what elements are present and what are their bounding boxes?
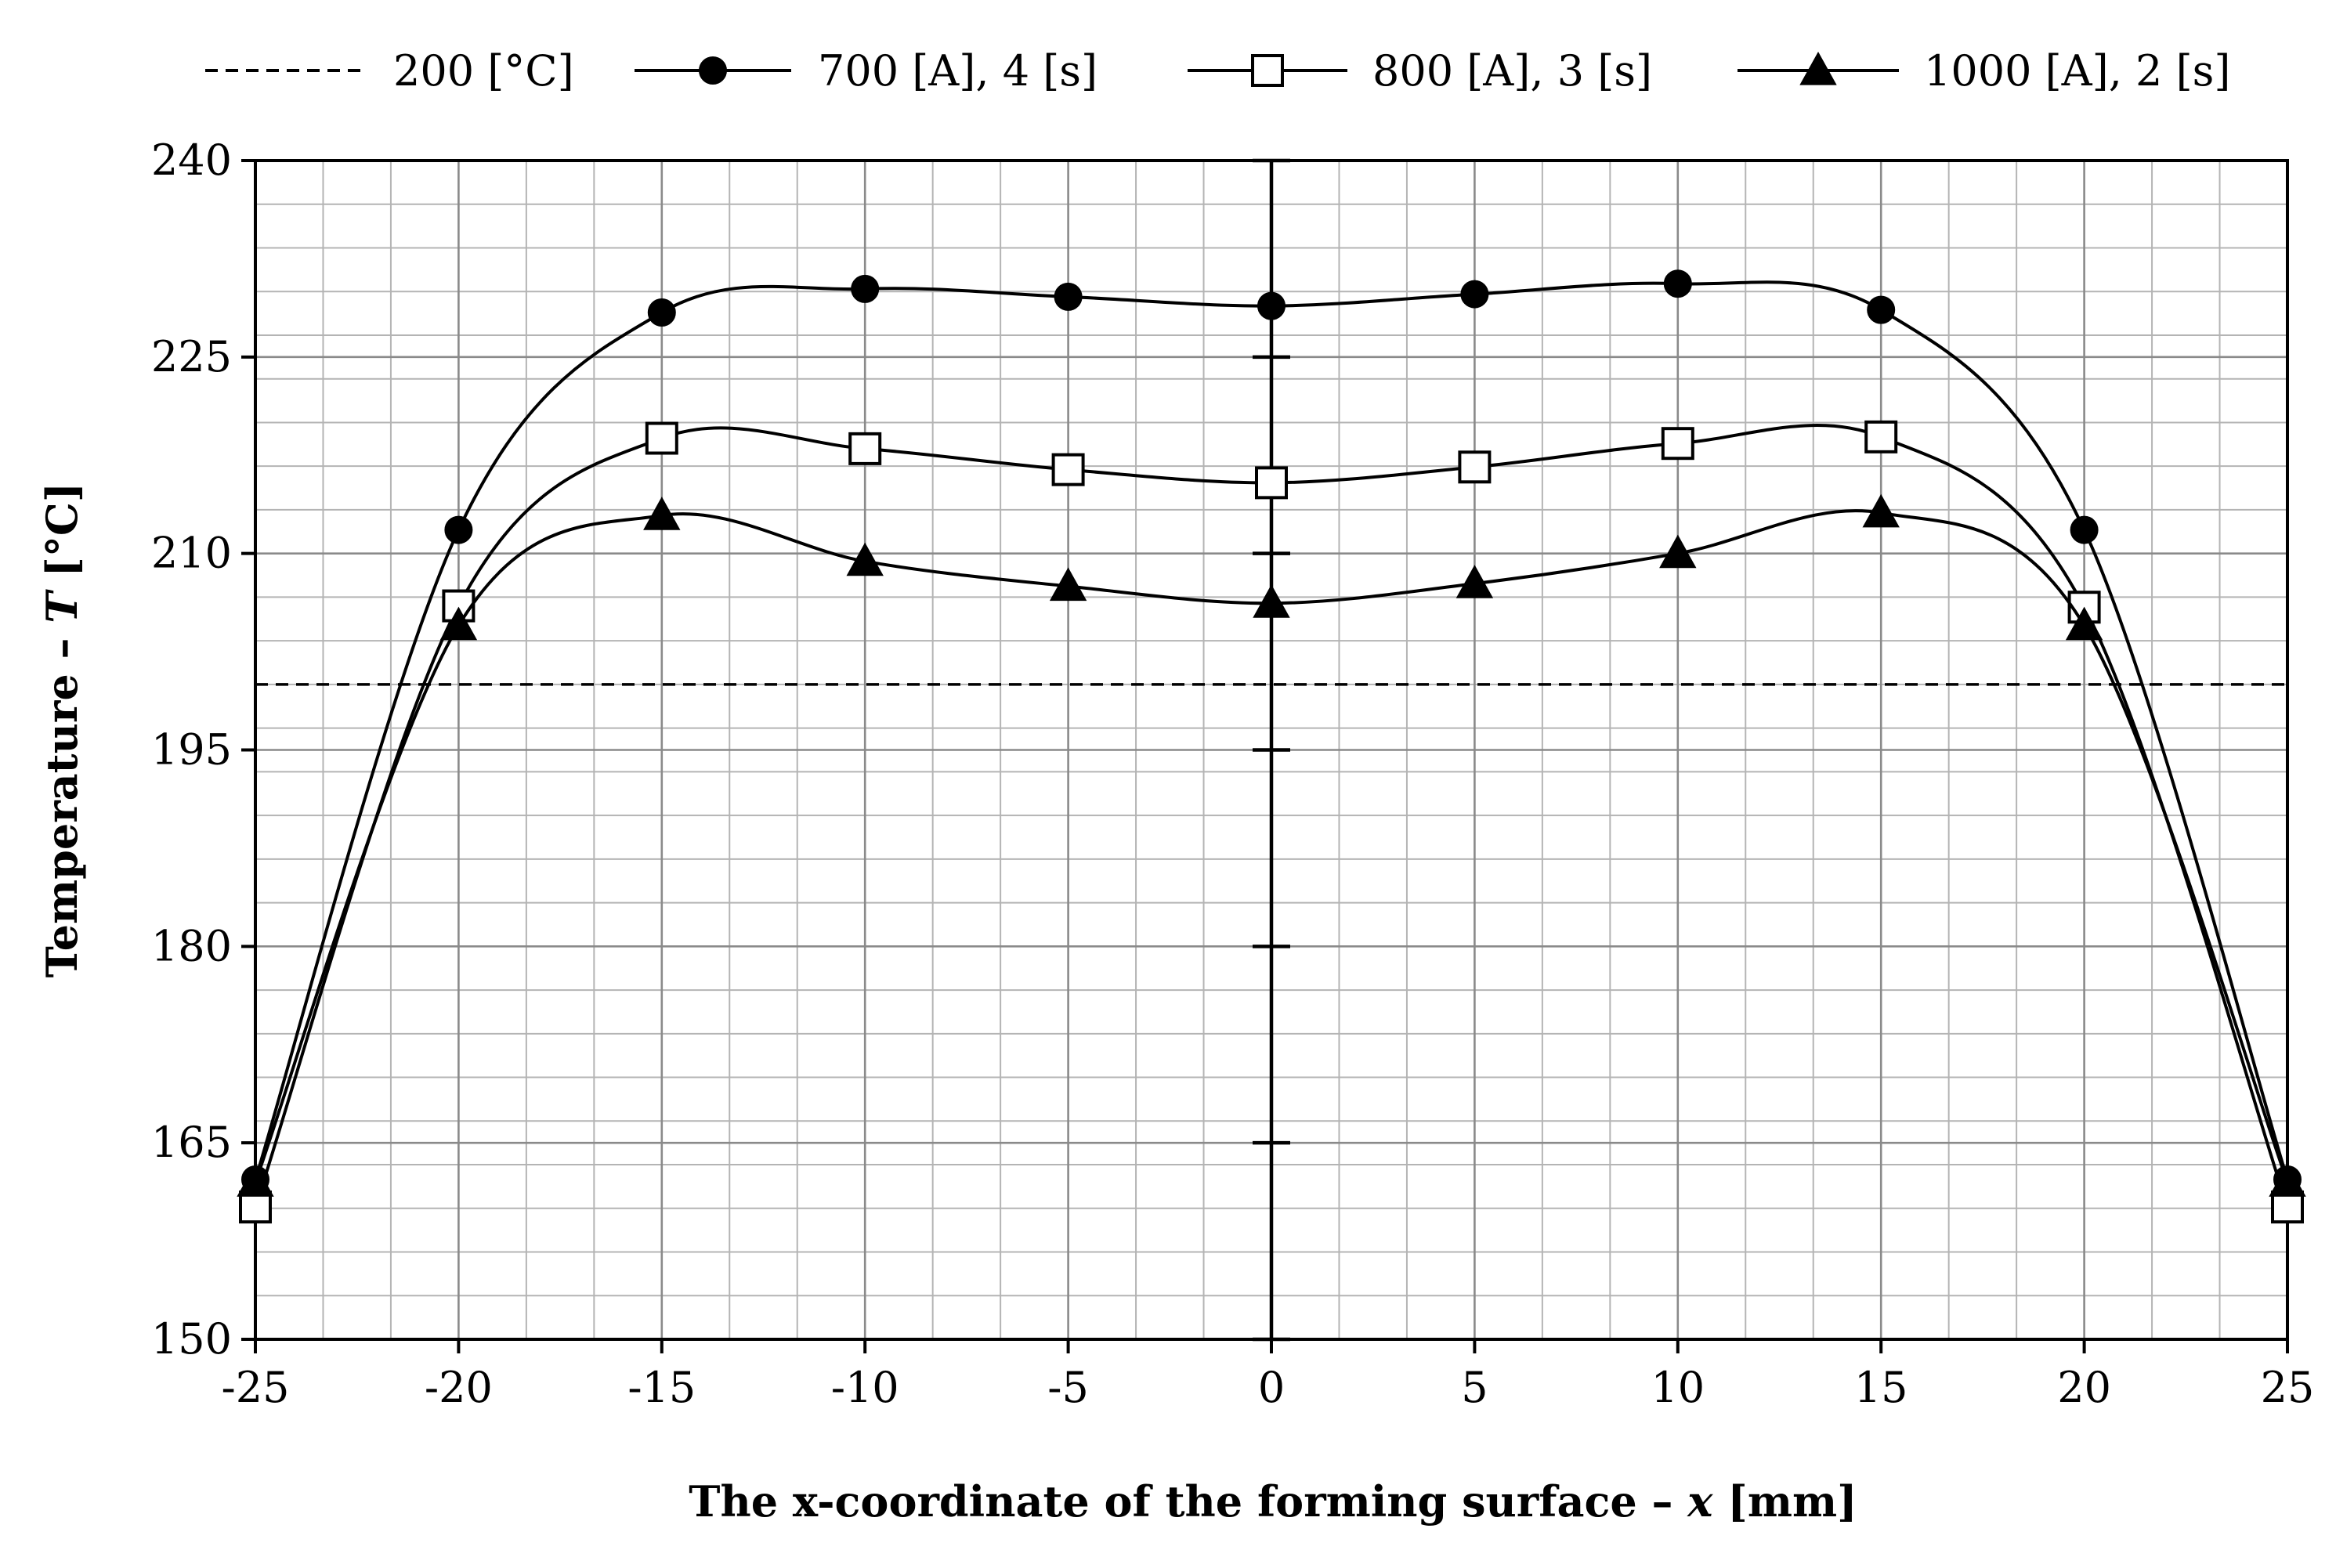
data-point-square-marker <box>848 432 882 465</box>
data-point-circle-marker <box>851 274 880 303</box>
data-point-triangle-marker <box>643 497 681 530</box>
x-axis-title-unit: [mm] <box>1713 1476 1857 1526</box>
x-tick-label: 15 <box>1854 1363 1908 1412</box>
series-group <box>239 420 2304 1224</box>
x-tick-label: -20 <box>425 1363 493 1412</box>
legend-square-marker <box>1251 54 1284 87</box>
data-point-circle-marker <box>444 515 473 544</box>
data-point-circle-marker <box>1257 291 1286 320</box>
legend-label: 1000 [A], 2 [s] <box>1924 46 2230 96</box>
x-tick-label: -15 <box>627 1363 696 1412</box>
x-tick-label: 5 <box>1461 1363 1488 1412</box>
data-point-triangle-marker <box>439 606 478 641</box>
y-axis-title-unit: [°C] <box>37 482 87 592</box>
data-point-triangle-marker <box>1253 584 1290 618</box>
y-tick-label: 180 <box>151 921 232 970</box>
x-tick-label: 10 <box>1651 1363 1705 1412</box>
data-point-square-marker <box>1255 466 1288 500</box>
x-tick-label: -25 <box>222 1363 290 1412</box>
y-tick-label: 150 <box>151 1314 232 1364</box>
y-axis-title-text: Temperature – <box>37 623 87 978</box>
data-point-circle-marker <box>1867 295 1896 324</box>
data-point-triangle-marker <box>846 542 884 576</box>
y-tick-label: 165 <box>151 1118 232 1167</box>
data-point-triangle-marker <box>1049 567 1087 602</box>
data-point-square-marker <box>1661 427 1694 461</box>
legend-entry: 800 [A], 3 [s] <box>1188 46 1652 96</box>
data-point-square-marker <box>1458 450 1492 484</box>
data-point-triangle-marker <box>1862 493 1900 528</box>
data-point-triangle-marker <box>2269 1163 2306 1197</box>
legend-triangle-marker <box>1799 51 1837 85</box>
data-point-square-marker <box>645 421 678 455</box>
data-point-triangle-marker <box>1455 565 1494 598</box>
x-tick-label: -10 <box>831 1363 899 1412</box>
x-axis-title-text: The x-coordinate of the forming surface … <box>689 1476 1687 1526</box>
data-point-square-marker <box>1051 453 1085 486</box>
series <box>237 269 2306 1224</box>
legend-entry: 700 [A], 4 [s] <box>635 46 1097 96</box>
legend-label: 700 [A], 4 [s] <box>818 46 1097 96</box>
x-tick-label: -5 <box>1047 1363 1089 1412</box>
series-group <box>237 493 2306 1197</box>
x-axis-title-symbol: x <box>1687 1476 1713 1526</box>
data-point-circle-marker <box>2070 515 2099 544</box>
data-point-triangle-marker <box>2065 606 2103 641</box>
y-tick-label: 195 <box>151 725 232 775</box>
axes <box>241 158 2289 1353</box>
data-point-circle-marker <box>1460 280 1489 309</box>
x-axis-title: The x-coordinate of the forming surface … <box>689 1476 1857 1526</box>
legend-entry: 1000 [A], 2 [s] <box>1738 46 2230 96</box>
legend-circle-marker <box>699 56 727 85</box>
data-point-circle-marker <box>647 298 676 327</box>
data-point-triangle-marker <box>237 1163 274 1197</box>
data-point-circle-marker <box>1054 282 1083 311</box>
data-point-square-marker <box>1864 420 1898 453</box>
data-point-square-marker <box>2271 1190 2304 1224</box>
y-tick-label: 240 <box>151 135 232 185</box>
legend-label: 800 [A], 3 [s] <box>1372 46 1652 96</box>
legend-entry: 200 [°C] <box>205 46 574 96</box>
legend-label: 200 [°C] <box>393 46 574 96</box>
y-tick-label: 225 <box>151 332 232 381</box>
x-tick-label: 25 <box>2261 1363 2315 1412</box>
y-axis-title-symbol: T <box>37 589 87 623</box>
data-point-triangle-marker <box>1659 534 1697 569</box>
legend: 200 [°C] 700 [A], 4 [s] 800 [A], 3 [s] 1000… <box>205 46 2230 96</box>
tick-labels: -25 -20 -15 -10 -5 0 5 10 15 20 25 150 165 180 195 210 2… <box>151 135 2314 1412</box>
x-tick-label: 0 <box>1258 1363 1285 1412</box>
y-tick-label: 210 <box>151 529 232 578</box>
data-point-circle-marker <box>1663 269 1692 298</box>
y-axis-title: Temperature – T [°C] <box>37 482 87 978</box>
x-tick-label: 20 <box>2057 1363 2111 1412</box>
